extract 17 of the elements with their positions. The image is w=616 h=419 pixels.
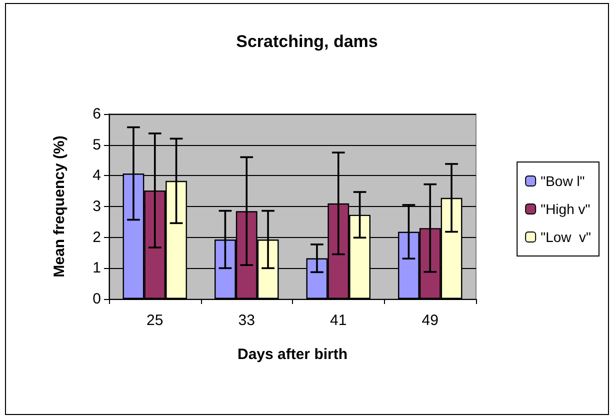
x-tick-label: 33 [238,312,255,329]
legend-label: "Low v" [540,229,592,245]
x-tick-label: 49 [422,312,438,329]
y-tick-label: 5 [92,136,101,154]
y-axis-title: Mean frequency (%) [51,136,68,278]
x-tick-label: 41 [330,312,347,329]
legend-label: "Bow l" [540,173,585,189]
y-tick-label: 0 [92,290,101,308]
x-tick-label: 25 [146,312,164,329]
y-tick-label: 2 [92,228,101,246]
y-tick-label: 6 [92,106,101,122]
x-axis-title: Days after birth [237,346,348,363]
y-tick-label: 4 [92,167,101,184]
legend-label: "High v" [540,201,590,217]
chart-title: Scratching, dams [236,32,378,51]
y-tick-label: 3 [92,198,101,215]
y-tick-label: 1 [92,260,101,277]
